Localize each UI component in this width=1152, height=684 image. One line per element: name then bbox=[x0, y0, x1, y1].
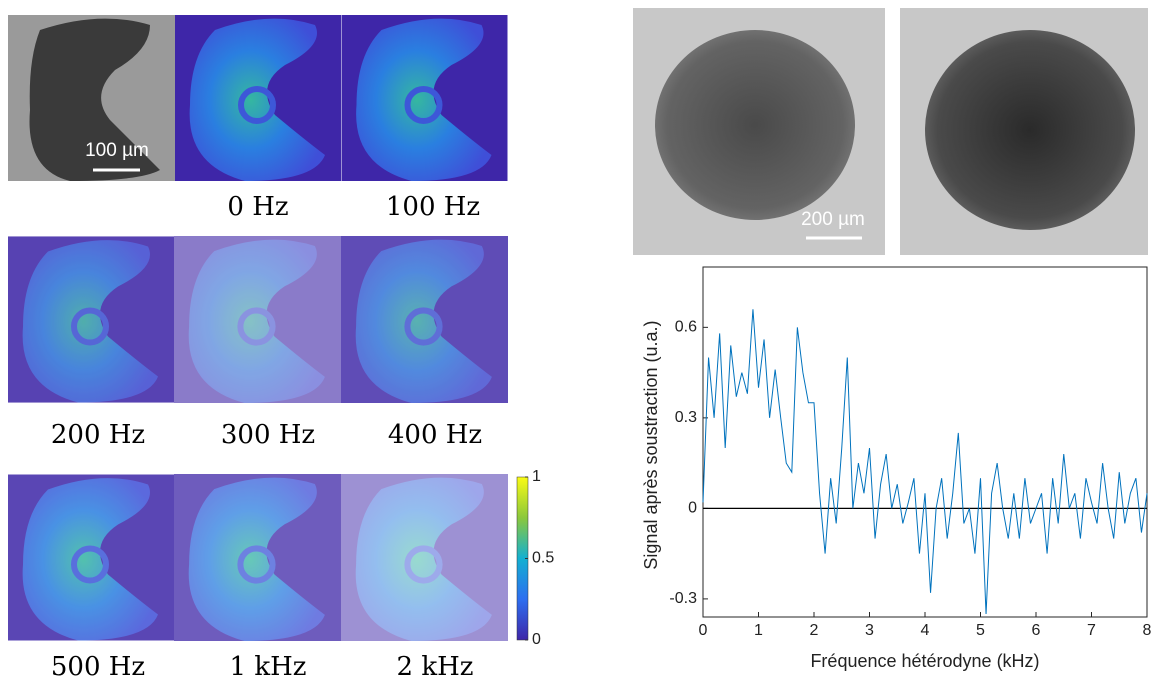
x-tick-label: 2 bbox=[810, 622, 819, 639]
panel-label: 200 Hz bbox=[51, 420, 145, 450]
panel-label: 0 Hz bbox=[227, 192, 288, 222]
scale-bar-label: 200 µm bbox=[801, 209, 865, 230]
x-tick-label: 0 bbox=[699, 622, 708, 639]
x-tick-label: 8 bbox=[1143, 622, 1152, 639]
panel-label: 100 Hz bbox=[386, 192, 480, 222]
x-tick-label: 1 bbox=[754, 622, 763, 639]
heatmap bbox=[342, 15, 508, 181]
heatmap bbox=[341, 474, 508, 641]
y-tick-label: 0.6 bbox=[675, 319, 697, 336]
x-tick-label: 7 bbox=[1087, 622, 1096, 639]
y-axis-label: Signal après soustraction (u.a.) bbox=[641, 320, 661, 569]
y-tick-label: -0.3 bbox=[669, 590, 697, 607]
panel-label: 400 Hz bbox=[388, 420, 482, 450]
y-tick-label: 0.3 bbox=[675, 409, 697, 426]
panel-label: 1 kHz bbox=[230, 652, 307, 682]
x-tick-label: 5 bbox=[976, 622, 985, 639]
panel-label: 300 Hz bbox=[221, 420, 315, 450]
organoid bbox=[655, 30, 855, 220]
colorbar-tick-label: 1 bbox=[532, 468, 541, 485]
colorbar-tick-label: 0.5 bbox=[532, 550, 554, 567]
organoid bbox=[925, 30, 1135, 230]
heatmap bbox=[174, 474, 341, 641]
scale-bar-label: 100 µm bbox=[85, 140, 149, 161]
overlay bbox=[8, 236, 508, 403]
x-tick-label: 6 bbox=[1032, 622, 1041, 639]
heatmap bbox=[8, 475, 174, 641]
y-tick-label: 0 bbox=[688, 500, 697, 517]
x-tick-label: 4 bbox=[921, 622, 930, 639]
panel-label: 500 Hz bbox=[51, 652, 145, 682]
heatmap bbox=[175, 15, 341, 181]
data-line bbox=[702, 309, 1148, 615]
colorbar-tick-label: 0 bbox=[532, 631, 541, 648]
tissue bbox=[29, 18, 160, 182]
x-tick-label: 3 bbox=[865, 622, 874, 639]
plot-area bbox=[702, 266, 1148, 618]
organoid-photos: 200 µm bbox=[633, 8, 1148, 255]
x-axis-label: Fréquence hétérodyne (kHz) bbox=[810, 651, 1039, 671]
panel-label: 2 kHz bbox=[397, 652, 474, 682]
microscopy-panels: 100 µm 0 Hz 100 Hz 200 Hz 300 Hz 400 Hz … bbox=[8, 15, 529, 682]
